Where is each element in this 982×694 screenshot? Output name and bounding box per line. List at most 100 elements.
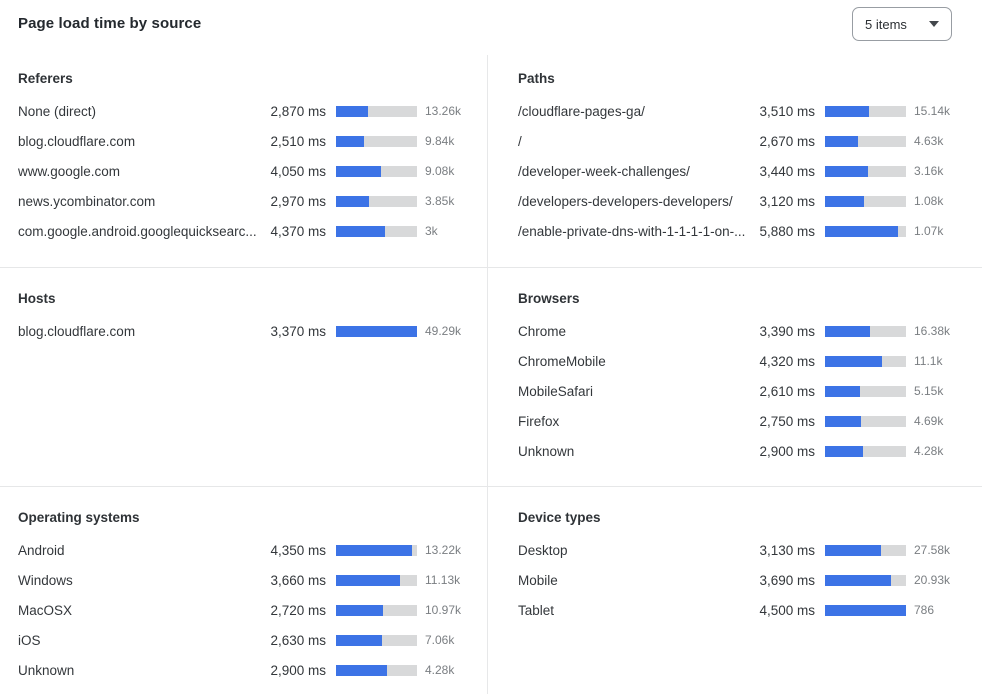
row-label: Desktop xyxy=(518,542,568,558)
row-count: 9.08k xyxy=(425,164,455,178)
metric-row[interactable]: Firefox 2,750 ms 4.69k xyxy=(518,406,966,436)
row-count: 4.63k xyxy=(914,134,944,148)
items-count-select[interactable]: 5 items xyxy=(852,7,952,41)
metric-row[interactable]: Chrome 3,390 ms 16.38k xyxy=(518,316,966,346)
bar-fill xyxy=(825,604,906,616)
row-value-ms: 3,690 ms xyxy=(759,572,815,588)
row-value-ms: 3,390 ms xyxy=(759,323,815,339)
row-value-ms: 5,880 ms xyxy=(759,223,815,239)
row-label: /developer-week-challenges/ xyxy=(518,163,690,179)
row-value-ms: 4,370 ms xyxy=(270,223,326,239)
row-count: 9.84k xyxy=(425,134,455,148)
bar-track xyxy=(825,225,906,237)
panel-paths: Paths/cloudflare-pages-ga/3,510 ms 15.14k… xyxy=(487,55,982,267)
metric-row[interactable]: Unknown 2,900 ms 4.28k xyxy=(18,655,477,685)
metric-row[interactable]: Tablet 4,500 ms 786 xyxy=(518,595,966,625)
bar-track xyxy=(336,544,417,556)
panels-grid: Referers None (direct) 2,870 ms 13.26k blog.… xyxy=(0,55,982,694)
row-label: www.google.com xyxy=(18,163,121,179)
row-count: 1.07k xyxy=(914,224,944,238)
metric-row[interactable]: ChromeMobile 4,320 ms 11.1k xyxy=(518,346,966,376)
bar-track xyxy=(336,105,417,117)
bar-track xyxy=(336,664,417,676)
row-value-ms: 3,130 ms xyxy=(759,542,815,558)
row-value-ms: 2,720 ms xyxy=(270,602,326,618)
bar-track xyxy=(825,544,906,556)
bar-track xyxy=(336,604,417,616)
bar-fill xyxy=(825,544,882,556)
bar-fill xyxy=(825,385,860,397)
metric-row[interactable]: blog.cloudflare.com 2,510 ms 9.84k xyxy=(18,126,477,156)
bar-track xyxy=(825,445,906,457)
metric-row[interactable]: com.google.android.googlequicksearc... 4,… xyxy=(18,216,477,246)
row-value-ms: 4,500 ms xyxy=(759,602,815,618)
panel-title: Device types xyxy=(518,510,601,525)
metric-row[interactable]: iOS 2,630 ms 7.06k xyxy=(18,625,477,655)
metric-row[interactable]: Windows 3,660 ms 11.13k xyxy=(18,565,477,595)
bar-fill xyxy=(336,664,387,676)
metric-row[interactable]: Android 4,350 ms 13.22k xyxy=(18,535,477,565)
row-value-ms: 2,510 ms xyxy=(270,133,326,149)
row-label: MacOSX xyxy=(18,602,73,618)
metric-row[interactable]: www.google.com 4,050 ms 9.08k xyxy=(18,156,477,186)
metric-row[interactable]: /developer-week-challenges/3,440 ms 3.16k xyxy=(518,156,966,186)
bar-fill xyxy=(336,165,382,177)
row-label: com.google.android.googlequicksearc... xyxy=(18,223,257,239)
bar-track xyxy=(825,415,906,427)
metric-row[interactable]: / 2,670 ms 4.63k xyxy=(518,126,966,156)
bar-track xyxy=(825,355,906,367)
bar-fill xyxy=(825,445,864,457)
items-count-value: 5 items xyxy=(865,16,907,32)
row-label: Mobile xyxy=(518,572,558,588)
row-count: 3.16k xyxy=(914,164,944,178)
panel-title: Paths xyxy=(518,71,555,86)
panel-hosts: Hosts blog.cloudflare.com 3,370 ms 49.29k xyxy=(0,267,487,486)
bar-track xyxy=(336,195,417,207)
row-count: 3.85k xyxy=(425,194,455,208)
panel-title: Operating systems xyxy=(18,510,140,525)
row-value-ms: 4,320 ms xyxy=(759,353,815,369)
row-value-ms: 3,440 ms xyxy=(759,163,815,179)
metric-row[interactable]: Desktop 3,130 ms 27.58k xyxy=(518,535,966,565)
row-label: Tablet xyxy=(518,602,555,618)
bar-track xyxy=(825,105,906,117)
row-count: 16.38k xyxy=(914,324,951,338)
row-count: 49.29k xyxy=(425,324,462,338)
bar-fill xyxy=(825,574,892,586)
bar-track xyxy=(825,574,906,586)
panel-title: Referers xyxy=(18,71,73,86)
metric-row[interactable]: news.ycombinator.com 2,970 ms 3.85k xyxy=(18,186,477,216)
row-count: 11.1k xyxy=(914,354,943,368)
panel-device-types: Device types Desktop 3,130 ms 27.58k Mobile 3… xyxy=(487,486,982,694)
metric-row[interactable]: /developers-developers-developers/3,120 … xyxy=(518,186,966,216)
metric-row[interactable]: /enable-private-dns-with-1-1-1-1-on-... 5… xyxy=(518,216,966,246)
metric-row[interactable]: /cloudflare-pages-ga/3,510 ms 15.14k xyxy=(518,96,966,126)
bar-fill xyxy=(825,165,868,177)
row-count: 13.26k xyxy=(425,104,462,118)
row-label: blog.cloudflare.com xyxy=(18,323,136,339)
row-label: Unknown xyxy=(518,443,575,459)
row-label: ChromeMobile xyxy=(518,353,606,369)
row-label: news.ycombinator.com xyxy=(18,193,156,209)
row-value-ms: 2,610 ms xyxy=(759,383,815,399)
bar-track xyxy=(825,135,906,147)
metric-row[interactable]: Unknown 2,900 ms 4.28k xyxy=(518,436,966,466)
bar-track xyxy=(336,225,417,237)
metric-row[interactable]: MobileSafari 2,610 ms 5.15k xyxy=(518,376,966,406)
row-count: 27.58k xyxy=(914,543,951,557)
row-label: /enable-private-dns-with-1-1-1-1-on-... xyxy=(518,223,746,239)
metric-row[interactable]: None (direct) 2,870 ms 13.26k xyxy=(18,96,477,126)
metric-row[interactable]: Mobile 3,690 ms 20.93k xyxy=(518,565,966,595)
bar-fill xyxy=(825,135,859,147)
metric-row[interactable]: MacOSX 2,720 ms 10.97k xyxy=(18,595,477,625)
bar-track xyxy=(825,195,906,207)
panel-operating-systems: Operating systems Android 4,350 ms 13.22k Wi… xyxy=(0,486,487,694)
bar-track xyxy=(336,135,417,147)
bar-track xyxy=(825,325,906,337)
panel-title: Browsers xyxy=(518,291,580,306)
metric-row[interactable]: blog.cloudflare.com 3,370 ms 49.29k xyxy=(18,316,477,346)
caret-down-icon xyxy=(929,21,939,27)
header-bar: Page load time by source 5 items xyxy=(0,0,982,55)
row-value-ms: 4,050 ms xyxy=(270,163,326,179)
row-label: blog.cloudflare.com xyxy=(18,133,136,149)
